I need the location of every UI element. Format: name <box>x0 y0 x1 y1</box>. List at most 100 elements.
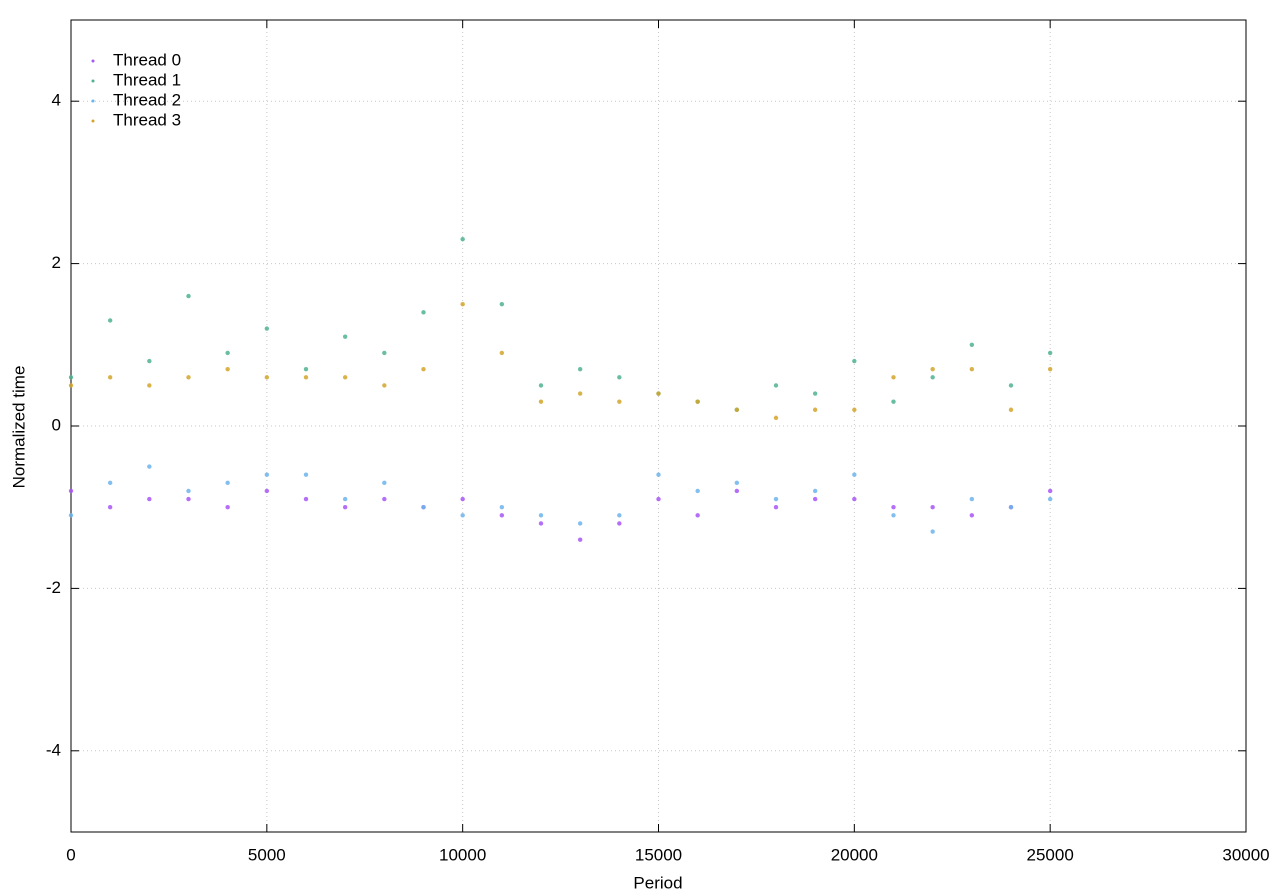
point <box>852 407 857 412</box>
y-tick-label: 0 <box>52 415 61 434</box>
point <box>852 496 857 502</box>
point <box>382 496 387 502</box>
point <box>656 496 661 502</box>
y-tick-label: -2 <box>46 578 61 597</box>
x-tick-label: 30000 <box>1222 845 1269 864</box>
point <box>773 415 779 421</box>
point <box>382 350 387 356</box>
point <box>225 350 230 356</box>
point <box>342 496 348 502</box>
point <box>812 407 818 412</box>
point <box>1047 350 1053 356</box>
point <box>1008 383 1014 388</box>
point <box>186 496 191 502</box>
point <box>852 472 857 477</box>
point <box>68 375 74 380</box>
legend-marker <box>91 79 95 83</box>
point <box>264 375 270 380</box>
point <box>303 375 309 380</box>
point <box>812 391 818 396</box>
point <box>930 366 935 372</box>
point <box>969 366 975 372</box>
point <box>382 480 387 486</box>
point <box>773 505 779 510</box>
point <box>1008 505 1014 510</box>
point <box>891 513 896 518</box>
point <box>812 496 818 502</box>
x-tick-label: 15000 <box>635 845 682 864</box>
point <box>1047 488 1053 494</box>
point <box>617 399 622 404</box>
point <box>773 383 779 388</box>
point <box>695 399 700 404</box>
point <box>460 496 465 502</box>
point <box>734 480 740 486</box>
point <box>107 480 113 486</box>
point <box>264 326 270 331</box>
legend-label: Thread 3 <box>113 110 181 129</box>
x-tick-label: 20000 <box>831 845 878 864</box>
point <box>969 496 975 502</box>
point <box>930 529 935 534</box>
point <box>891 375 896 380</box>
x-tick-label: 0 <box>66 845 75 864</box>
point <box>147 358 152 364</box>
y-tick-label: 4 <box>52 91 61 110</box>
point <box>773 496 779 502</box>
point <box>499 302 505 307</box>
legend-label: Thread 1 <box>113 70 181 89</box>
point <box>577 366 583 372</box>
point <box>538 513 544 518</box>
point <box>264 472 270 477</box>
point <box>499 505 505 510</box>
point <box>303 472 309 477</box>
point <box>264 488 270 494</box>
point <box>421 366 426 372</box>
point <box>617 521 622 526</box>
point <box>460 302 465 307</box>
point <box>656 472 661 477</box>
point <box>852 358 857 364</box>
legend-marker <box>91 59 95 63</box>
point <box>68 383 74 388</box>
point <box>421 505 426 510</box>
point <box>577 391 583 396</box>
point <box>577 537 583 542</box>
y-tick-label: -4 <box>46 740 61 759</box>
point <box>107 318 113 323</box>
point <box>460 237 465 242</box>
plot-frame <box>70 19 1247 833</box>
point <box>538 521 544 526</box>
point <box>147 496 152 502</box>
point <box>577 521 583 526</box>
point <box>107 505 113 510</box>
point <box>1047 496 1053 502</box>
point <box>812 488 818 494</box>
point <box>499 513 505 518</box>
point <box>930 505 935 510</box>
point <box>186 375 191 380</box>
point <box>342 505 348 510</box>
x-axis-label: Period <box>633 873 682 892</box>
point <box>538 383 544 388</box>
point <box>303 496 309 502</box>
y-tick-label: 2 <box>52 253 61 272</box>
point <box>969 342 975 347</box>
legend-label: Thread 2 <box>113 90 181 109</box>
x-tick-label: 25000 <box>1027 845 1074 864</box>
x-tick-label: 10000 <box>439 845 486 864</box>
point <box>617 513 622 518</box>
point <box>421 310 426 315</box>
point <box>186 293 191 299</box>
point <box>1008 407 1014 412</box>
point <box>734 488 740 494</box>
point <box>656 391 661 396</box>
legend-marker <box>91 119 95 123</box>
point <box>969 513 975 518</box>
point <box>382 383 387 388</box>
legend-label: Thread 0 <box>113 50 181 69</box>
point <box>617 375 622 380</box>
point <box>68 488 74 494</box>
point <box>225 480 230 486</box>
